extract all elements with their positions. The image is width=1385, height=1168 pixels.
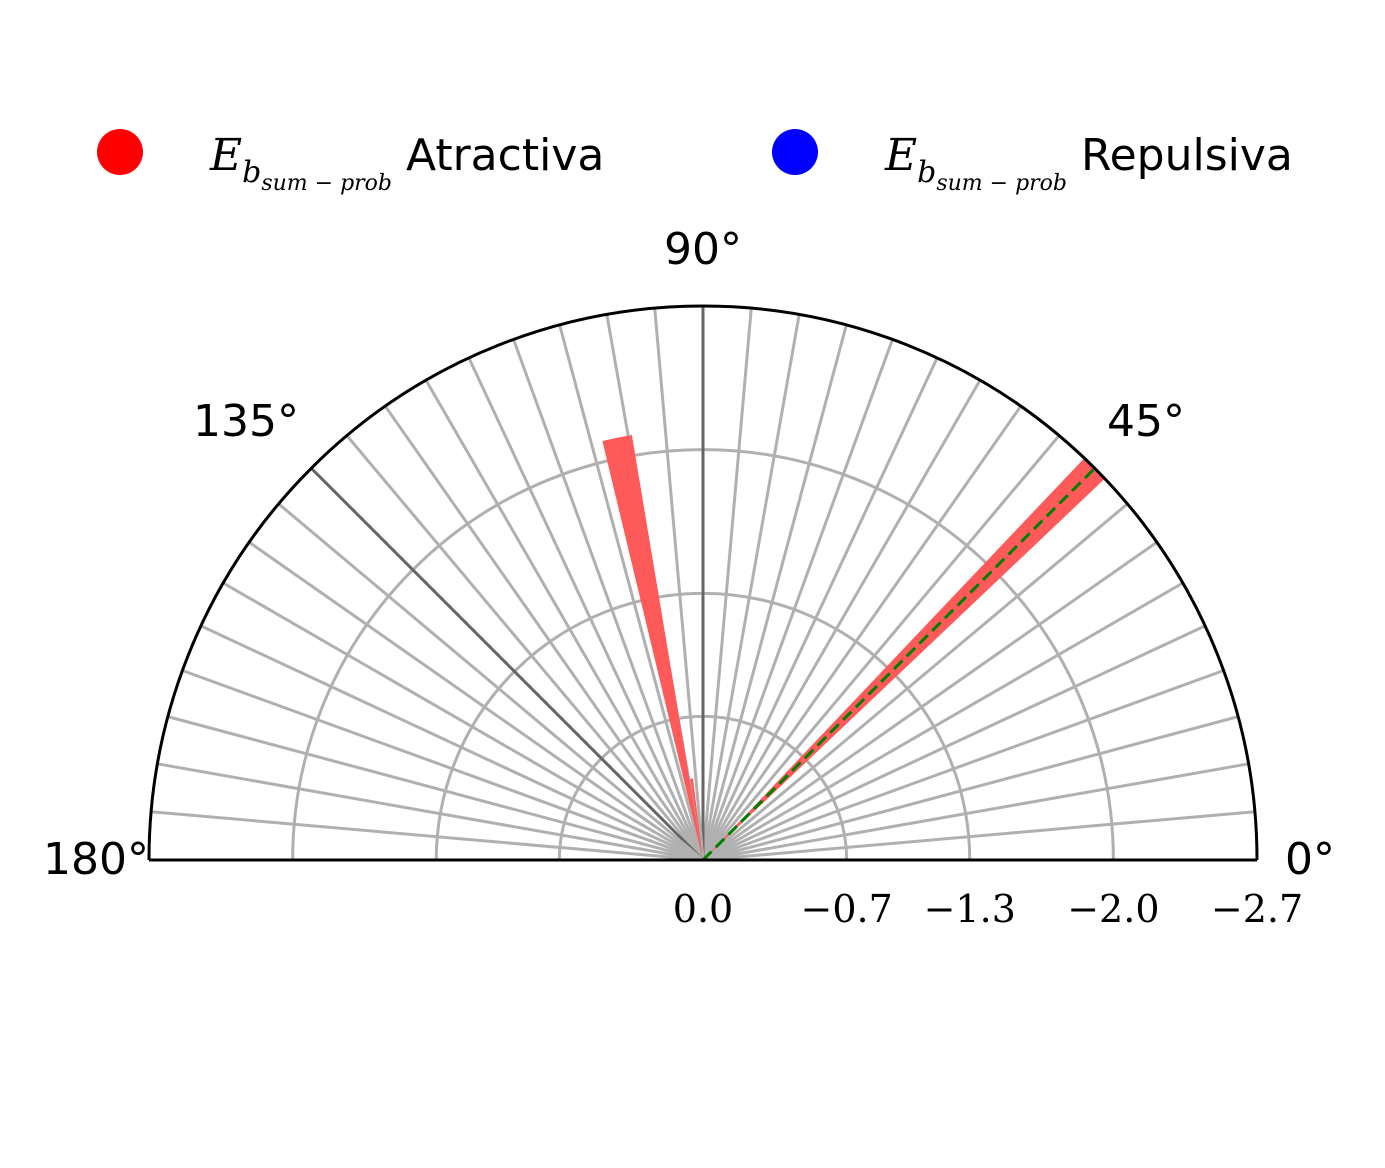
angular-gridline <box>222 581 704 862</box>
outer-arc <box>147 304 1259 861</box>
angle-tick-label: 90° <box>664 224 742 275</box>
angular-gridline <box>701 434 1061 861</box>
legend-entry-atractiva: Ebsum − prob Atractiva <box>97 129 604 196</box>
axis-labels: 0° 45° 90° 135° 180° 0.0 −0.7 −1.3 −2.0 −2.7 <box>43 224 1335 931</box>
angular-gridline-major <box>310 467 705 862</box>
legend-label-atractiva: Atractiva <box>406 130 604 181</box>
angular-gridline <box>702 669 1225 862</box>
radial-tick-label: −0.7 <box>800 887 892 931</box>
radial-tick-label: −1.3 <box>924 887 1016 931</box>
legend-entry-repulsiva: Ebsum − prob Repulsiva <box>772 129 1293 196</box>
angular-gridline <box>558 324 705 861</box>
angular-gridline <box>702 810 1256 862</box>
radial-tick-label: 0.0 <box>673 887 733 931</box>
angular-gridline <box>345 434 705 861</box>
angular-gridline <box>277 502 704 862</box>
angular-gridline <box>424 379 705 861</box>
angular-gridline <box>702 541 1158 862</box>
svg-text:Ebsum − probAtractiva: Ebsum − prob Atractiva <box>209 130 604 196</box>
radial-tick-label: −2.7 <box>1211 887 1303 931</box>
polar-grid <box>150 306 1256 862</box>
angular-gridline <box>157 762 704 862</box>
angular-gridline <box>512 338 705 861</box>
bar-wedge <box>602 435 703 860</box>
angular-gridline <box>702 581 1184 862</box>
angular-gridline <box>701 324 848 861</box>
angular-gridline <box>702 762 1249 862</box>
angular-gridline <box>702 502 1129 862</box>
angular-gridline <box>701 338 894 861</box>
legend-subsubscript: sum − prob <box>261 171 392 196</box>
angular-gridline <box>701 357 939 861</box>
angle-tick-label: 180° <box>43 834 149 885</box>
angular-gridline <box>701 405 1022 861</box>
angular-gridline <box>248 541 704 862</box>
legend-marker-atractiva <box>97 129 143 175</box>
polar-frame <box>147 304 1259 862</box>
angular-gridline <box>467 357 705 861</box>
legend-subscript: b <box>242 155 261 190</box>
bar-wedge <box>703 458 1105 860</box>
radial-tick-label: −2.0 <box>1067 887 1159 931</box>
svg-text:Ebsum − probRepulsiva: Ebsum − prob Repulsiva <box>884 130 1293 196</box>
angular-gridline <box>200 624 704 862</box>
angle-tick-label: 135° <box>193 396 299 447</box>
angular-gridline <box>702 715 1239 862</box>
angle-tick-label: 0° <box>1285 834 1335 885</box>
legend-label-repulsiva: Repulsiva <box>1081 130 1293 181</box>
angular-gridline <box>702 624 1206 862</box>
legend-symbol: E <box>884 130 917 181</box>
bar-wedge <box>690 778 703 860</box>
angle-tick-label: 45° <box>1107 396 1185 447</box>
angular-gridline <box>653 307 705 861</box>
angular-gridline <box>167 715 704 862</box>
legend-symbol: E <box>209 130 242 181</box>
legend-subsubscript: sum − prob <box>936 171 1067 196</box>
legend-subscript: b <box>917 155 936 190</box>
angular-gridline <box>150 810 704 862</box>
angular-gridline <box>701 379 982 861</box>
angular-gridline <box>384 405 705 861</box>
angular-gridline <box>701 307 753 861</box>
reference-line-45deg <box>701 467 1096 862</box>
legend: Ebsum − probAtractiva Ebsum − probRepuls… <box>97 129 1293 196</box>
legend-marker-repulsiva <box>772 129 818 175</box>
angular-gridline <box>701 314 801 861</box>
bars <box>602 435 1105 862</box>
angular-gridline <box>181 669 704 862</box>
